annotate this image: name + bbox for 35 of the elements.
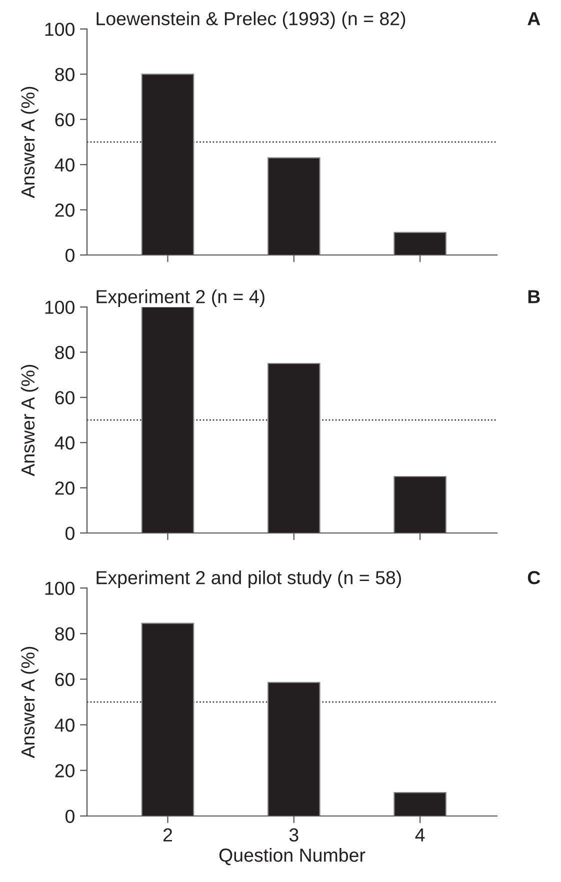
y-axis-title: Answer A (%) (20, 86, 38, 198)
x-tick-label: 4 (415, 828, 425, 842)
text: C (528, 571, 540, 584)
text: B (528, 290, 540, 304)
x-axis-title: Question Number (219, 848, 366, 866)
x-tick-label: 2 (163, 828, 172, 842)
bar (394, 232, 446, 255)
y-axis-title: Answer A (%) (20, 364, 38, 476)
bar (267, 157, 320, 255)
y-tick-label: 0 (66, 526, 74, 540)
bar (394, 476, 446, 533)
x-tick-label: 3 (289, 828, 298, 842)
y-tick-label: 80 (55, 346, 74, 360)
y-tick-label: 60 (55, 113, 74, 126)
y-tick-label: 40 (54, 718, 74, 732)
y-tick-label: 60 (55, 391, 74, 404)
y-tick-label: 60 (55, 672, 74, 686)
y-tick-label: 20 (55, 204, 74, 217)
chart-title: Loewenstein & Prelec (1993) (n = 82) (96, 12, 406, 29)
y-tick-label: 0 (66, 248, 74, 262)
y-axis-title: Answer A (%) (20, 646, 38, 758)
bar (394, 792, 446, 816)
y-tick-label: 80 (55, 68, 74, 82)
y-tick-label: 20 (55, 482, 74, 495)
y-tick-label: 100 (45, 22, 74, 36)
y-tick-label: 100 (45, 582, 74, 595)
y-tick-label: 0 (66, 810, 74, 823)
text: A (528, 12, 540, 26)
chart-title: Experiment 2 and pilot study (n = 58) (96, 570, 401, 588)
y-tick-label: 40 (54, 436, 74, 450)
chart-title: Experiment 2 (n = 4) (96, 290, 264, 307)
y-tick-label: 100 (45, 300, 74, 314)
y-tick-label: 80 (55, 627, 74, 641)
y-tick-label: 20 (55, 764, 74, 778)
y-tick-label: 40 (54, 158, 74, 172)
